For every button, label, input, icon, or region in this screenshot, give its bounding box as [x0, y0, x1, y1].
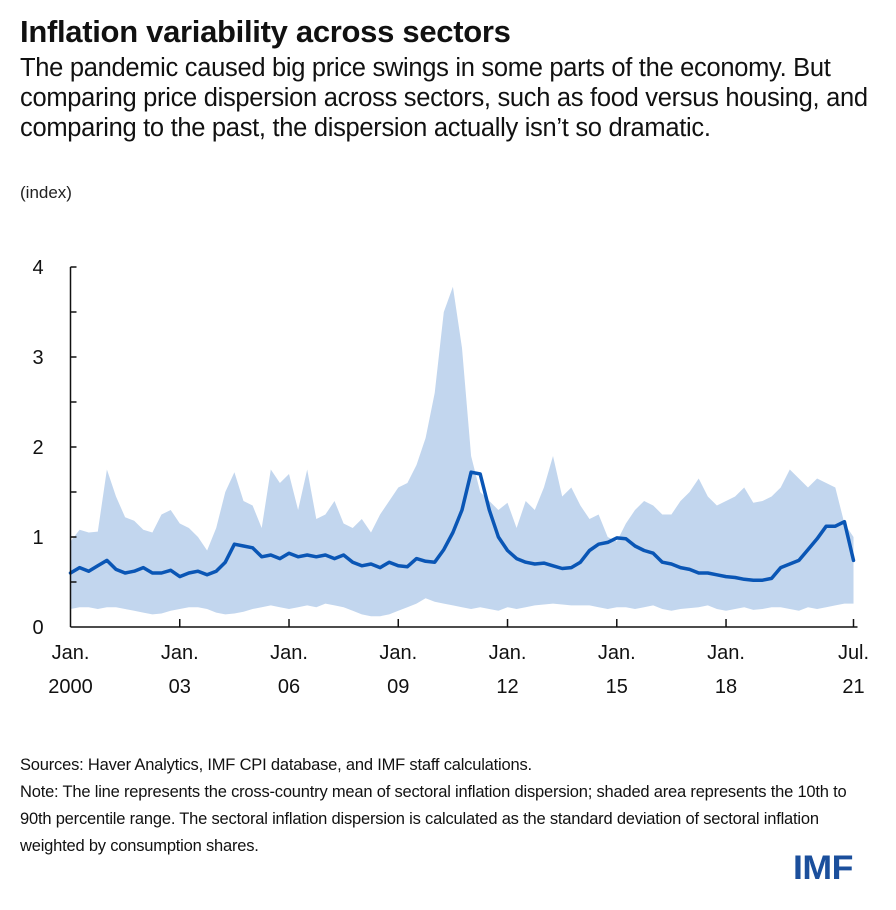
x-tick-label-month: Jan. — [489, 642, 527, 664]
y-tick-label: 1 — [32, 527, 43, 549]
x-tick-label-year: 18 — [715, 676, 737, 698]
y-tick-label: 2 — [32, 437, 43, 459]
y-tick-label: 4 — [32, 257, 43, 279]
x-tick-label-year: 03 — [169, 676, 191, 698]
sources-note: Sources: Haver Analytics, IMF CPI databa… — [20, 756, 532, 774]
x-tick-label-year: 21 — [842, 676, 864, 698]
x-tick-label-year: 12 — [496, 676, 518, 698]
imf-logo: IMF — [793, 849, 853, 887]
x-tick-label-month: Jan. — [598, 642, 636, 664]
line-layer — [68, 470, 856, 582]
band-layer — [70, 286, 854, 617]
y-tick-labels: 0 1 2 3 4 — [32, 257, 43, 639]
mean-dispersion-line — [68, 470, 856, 582]
unit-label: (index) — [20, 183, 72, 202]
x-tick-label-year: 15 — [606, 676, 628, 698]
methodology-note: Note: The line represents the cross-coun… — [20, 783, 847, 855]
footer: Sources: Haver Analytics, IMF CPI databa… — [20, 752, 870, 860]
x-tick-label-year: 09 — [387, 676, 409, 698]
chart-subtitle: The pandemic caused big price swings in … — [20, 54, 868, 142]
axis-layer — [69, 266, 858, 628]
y-tick-label: 3 — [32, 347, 43, 369]
x-tick-label-year: 06 — [278, 676, 300, 698]
x-tick-label-year: 2000 — [48, 676, 93, 698]
chart-title: Inflation variability across sectors — [20, 14, 511, 49]
x-tick-label-month: Jan. — [707, 642, 745, 664]
percentile-band-10-90 — [70, 286, 854, 617]
x-tick-label-month: Jan. — [52, 642, 90, 664]
y-tick-label: 0 — [32, 617, 43, 639]
x-tick-label-month: Jul. — [838, 642, 869, 664]
x-tick-label-month: Jan. — [161, 642, 199, 664]
x-tick-labels: Jan. 2000 Jan. 03 Jan. 06 Jan. 09 Jan. 12 Jan. 15 Ja… — [48, 642, 869, 698]
x-tick-label-month: Jan. — [270, 642, 308, 664]
x-tick-label-month: Jan. — [379, 642, 417, 664]
